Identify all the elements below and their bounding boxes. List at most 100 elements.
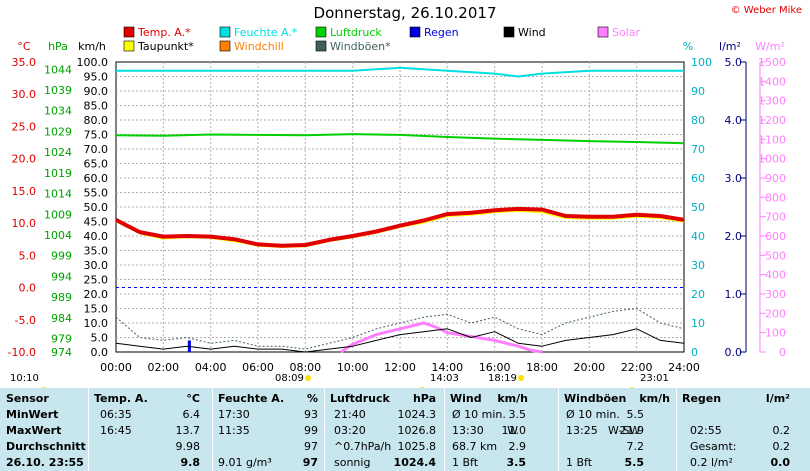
humidity-tick-label: 40 [691, 230, 705, 243]
stat-cell: 0.0 [770, 456, 791, 469]
stat-cell: 99 [304, 424, 318, 437]
solar-tick-label: 100 [765, 327, 786, 340]
wind-tick-label: 65.0 [84, 158, 109, 171]
stat-cell: 26.10. 23:55 [6, 456, 84, 469]
wind-tick-label: 95.0 [84, 71, 109, 84]
pressure-tick-label: 1014 [44, 188, 72, 201]
pressure-tick-label: 984 [51, 312, 72, 325]
solar-tick-label: 500 [765, 249, 786, 262]
stat-cell: Feuchte A. [218, 392, 285, 405]
stat-cell: Temp. A. [94, 392, 148, 405]
stat-cell: 21:40 [334, 408, 366, 421]
time-tick-label: 20:00 [573, 361, 605, 374]
pressure-tick-label: 1009 [44, 208, 72, 221]
stat-cell: 3.5 [508, 408, 527, 421]
table-separator [88, 388, 89, 471]
wind-tick-label: 25.0 [84, 274, 109, 287]
stat-cell: Luftdruck [330, 392, 390, 405]
wind-tick-label: 5.0 [91, 332, 109, 345]
wind-tick-label: 15.0 [84, 303, 109, 316]
series-line-wind [115, 328, 685, 353]
stat-cell: 13:30 [452, 424, 484, 437]
solar-tick-label: 1000 [758, 153, 786, 166]
legend-swatch [409, 26, 421, 38]
solar-tick-label: 300 [765, 288, 786, 301]
temp-unit-label: °C [17, 40, 31, 53]
stat-cell: 2.9 [508, 440, 527, 453]
stat-cell: Regen [682, 392, 722, 405]
stat-cell: 7.2 [626, 440, 645, 453]
sun-time-label: 08:09 [275, 373, 304, 384]
stat-cell: 1 Bft [452, 456, 479, 469]
stat-cell: 1026.8 [397, 424, 437, 437]
wind-tick-label: 45.0 [84, 216, 109, 229]
stat-cell: l/m² [765, 392, 790, 405]
pressure-tick-label: 994 [51, 270, 72, 283]
stat-cell: Ø 10 min. [452, 408, 506, 421]
legend-swatch [315, 26, 327, 38]
stat-cell: sonnig [334, 456, 371, 469]
pressure-tick-label: 999 [51, 250, 72, 263]
stat-cell: 13:25 [566, 424, 598, 437]
table-separator [676, 388, 677, 471]
humidity-tick-label: 0 [691, 346, 698, 359]
sun-marker-dot [629, 387, 635, 388]
stat-cell: 1 Bft [566, 456, 593, 469]
table-separator [212, 388, 213, 471]
humidity-tick-label: 80 [691, 114, 705, 127]
temp-tick-label: 5.0 [19, 249, 37, 262]
wind-tick-label: 100.0 [77, 56, 109, 69]
solar-unit-label: W/m² [755, 40, 785, 53]
stat-cell: 97 [304, 440, 318, 453]
solar-tick-label: 0 [779, 346, 786, 359]
table-separator [444, 388, 445, 471]
wind-tick-label: 0.0 [91, 346, 109, 359]
stat-cell: 11:35 [218, 424, 250, 437]
stat-cell: °C [186, 392, 200, 405]
stat-cell: 21.9 [619, 424, 645, 437]
stat-cell: % [306, 392, 318, 405]
series-line-feuchte-a- [116, 66, 684, 78]
rain-tick-label: 2.0 [725, 230, 743, 243]
pressure-tick-label: 1024 [44, 146, 72, 159]
stat-cell: Gesamt: [690, 440, 737, 453]
legend-swatch [315, 40, 327, 52]
stat-cell: 9.98 [175, 440, 201, 453]
temp-tick-label: 35.0 [12, 56, 37, 69]
solar-tick-label: 700 [765, 211, 786, 224]
stat-cell: km/h [639, 392, 670, 405]
temp-tick-label: 20.0 [12, 153, 37, 166]
time-tick-label: 18:00 [526, 361, 558, 374]
stat-cell: 0.2 [772, 424, 791, 437]
time-tick-label: 24:00 [668, 361, 700, 374]
rain-tick-label: 3.0 [725, 172, 743, 185]
wind-tick-label: 10.0 [84, 317, 109, 330]
rain-tick-label: 4.0 [725, 114, 743, 127]
pressure-unit-label: hPa [48, 40, 68, 53]
stat-cell: 03:20 [334, 424, 366, 437]
wind-unit-label: km/h [78, 40, 106, 53]
stat-cell: Sensor [6, 392, 49, 405]
stat-cell: 16:45 [100, 424, 132, 437]
weather-chart: 35.030.025.020.015.010.05.00.0-5.0-10.01… [8, 26, 786, 388]
wind-tick-label: 40.0 [84, 230, 109, 243]
table-separator [324, 388, 325, 471]
wind-tick-label: 55.0 [84, 187, 109, 200]
rain-tick-label: 0.0 [725, 346, 743, 359]
temp-tick-label: 10.0 [12, 217, 37, 230]
time-tick-label: 04:00 [195, 361, 227, 374]
temp-tick-label: -10.0 [8, 346, 36, 359]
stat-cell: ^0.7hPa/h [334, 440, 392, 453]
humidity-tick-label: 60 [691, 172, 705, 185]
credit-label: © Weber Mike [730, 5, 802, 16]
legend-label: Feuchte A.* [234, 26, 298, 39]
wind-tick-label: 60.0 [84, 172, 109, 185]
pressure-tick-label: 1044 [44, 63, 72, 76]
temp-tick-label: 15.0 [12, 185, 37, 198]
humidity-tick-label: 50 [691, 201, 705, 214]
sun-marker-dot [419, 387, 425, 388]
humidity-tick-label: 10 [691, 317, 705, 330]
legend-label: Windböen* [330, 40, 391, 53]
humidity-tick-label: 20 [691, 288, 705, 301]
stat-cell: W [507, 424, 518, 437]
